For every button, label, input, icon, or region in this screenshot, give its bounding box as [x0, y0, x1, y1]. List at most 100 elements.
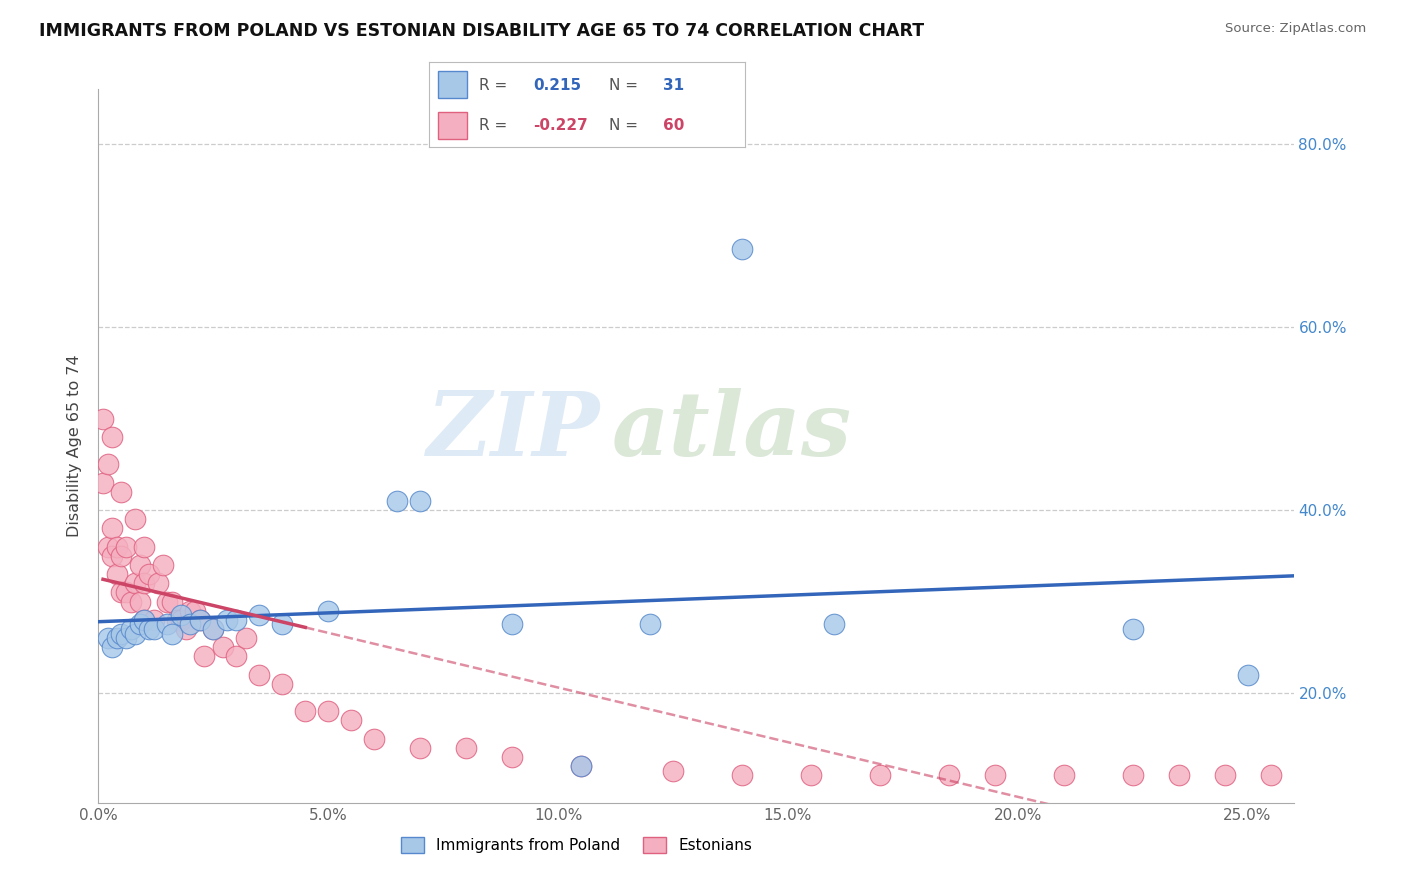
Point: [569, 759, 592, 773]
Point: [188, 613, 211, 627]
Text: 0.215: 0.215: [533, 78, 581, 93]
Point: [97, 540, 120, 554]
Point: [409, 494, 432, 508]
Point: [247, 608, 270, 623]
Point: [105, 540, 128, 554]
Point: [156, 594, 179, 608]
Point: [134, 613, 156, 627]
Point: [1053, 768, 1076, 782]
Point: [128, 558, 150, 572]
Point: [97, 631, 120, 645]
Point: [166, 613, 188, 627]
Point: [823, 617, 845, 632]
Point: [662, 764, 685, 778]
Point: [115, 540, 138, 554]
Point: [134, 540, 156, 554]
Point: [202, 622, 225, 636]
Point: [316, 604, 339, 618]
Point: [211, 640, 233, 655]
Text: -0.227: -0.227: [533, 119, 588, 134]
Point: [105, 631, 128, 645]
Point: [184, 604, 207, 618]
Point: [160, 594, 183, 608]
Point: [501, 617, 523, 632]
Point: [170, 608, 193, 623]
Point: [174, 622, 197, 636]
Point: [225, 649, 247, 664]
Point: [217, 613, 239, 627]
Point: [456, 740, 478, 755]
Bar: [439, 71, 467, 98]
Point: [294, 704, 316, 718]
Point: [193, 649, 215, 664]
Point: [124, 576, 146, 591]
Point: [1236, 667, 1258, 681]
Point: [235, 631, 257, 645]
Text: N =: N =: [609, 119, 638, 134]
Point: [128, 594, 150, 608]
Point: [110, 626, 132, 640]
Point: [731, 768, 754, 782]
Point: [142, 622, 165, 636]
Point: [363, 731, 385, 746]
Text: atlas: atlas: [613, 389, 852, 475]
Point: [271, 677, 294, 691]
Point: [501, 750, 523, 764]
Point: [1122, 622, 1144, 636]
Text: R =: R =: [479, 78, 508, 93]
Legend: Immigrants from Poland, Estonians: Immigrants from Poland, Estonians: [395, 831, 758, 859]
Point: [984, 768, 1007, 782]
Point: [115, 585, 138, 599]
Point: [1260, 768, 1282, 782]
Point: [124, 626, 146, 640]
Text: 60: 60: [664, 119, 685, 134]
Point: [128, 617, 150, 632]
Point: [101, 640, 124, 655]
Point: [731, 242, 754, 256]
Text: IMMIGRANTS FROM POLAND VS ESTONIAN DISABILITY AGE 65 TO 74 CORRELATION CHART: IMMIGRANTS FROM POLAND VS ESTONIAN DISAB…: [39, 22, 925, 40]
Point: [110, 484, 132, 499]
Point: [179, 617, 201, 632]
Point: [148, 576, 170, 591]
Point: [156, 617, 179, 632]
Point: [1122, 768, 1144, 782]
Bar: [439, 112, 467, 139]
Point: [152, 558, 174, 572]
Y-axis label: Disability Age 65 to 74: Disability Age 65 to 74: [67, 355, 83, 537]
Point: [271, 617, 294, 632]
Point: [105, 567, 128, 582]
Point: [340, 714, 363, 728]
Point: [91, 411, 114, 425]
Point: [938, 768, 960, 782]
Point: [409, 740, 432, 755]
Point: [247, 667, 270, 681]
Point: [869, 768, 891, 782]
Point: [225, 613, 247, 627]
Text: 31: 31: [664, 78, 685, 93]
Text: ZIP: ZIP: [427, 389, 600, 475]
Point: [160, 626, 183, 640]
Text: Source: ZipAtlas.com: Source: ZipAtlas.com: [1226, 22, 1367, 36]
Point: [134, 576, 156, 591]
Point: [179, 604, 201, 618]
Point: [142, 613, 165, 627]
Point: [1213, 768, 1236, 782]
Point: [1167, 768, 1189, 782]
Point: [124, 512, 146, 526]
Point: [188, 613, 211, 627]
Point: [385, 494, 409, 508]
Point: [115, 631, 138, 645]
Text: N =: N =: [609, 78, 638, 93]
Point: [569, 759, 592, 773]
Point: [120, 594, 142, 608]
Point: [101, 549, 124, 563]
Point: [91, 475, 114, 490]
Point: [800, 768, 823, 782]
Point: [110, 585, 132, 599]
Point: [138, 567, 160, 582]
Point: [110, 549, 132, 563]
Text: R =: R =: [479, 119, 508, 134]
Point: [202, 622, 225, 636]
Point: [97, 458, 120, 472]
Point: [138, 622, 160, 636]
